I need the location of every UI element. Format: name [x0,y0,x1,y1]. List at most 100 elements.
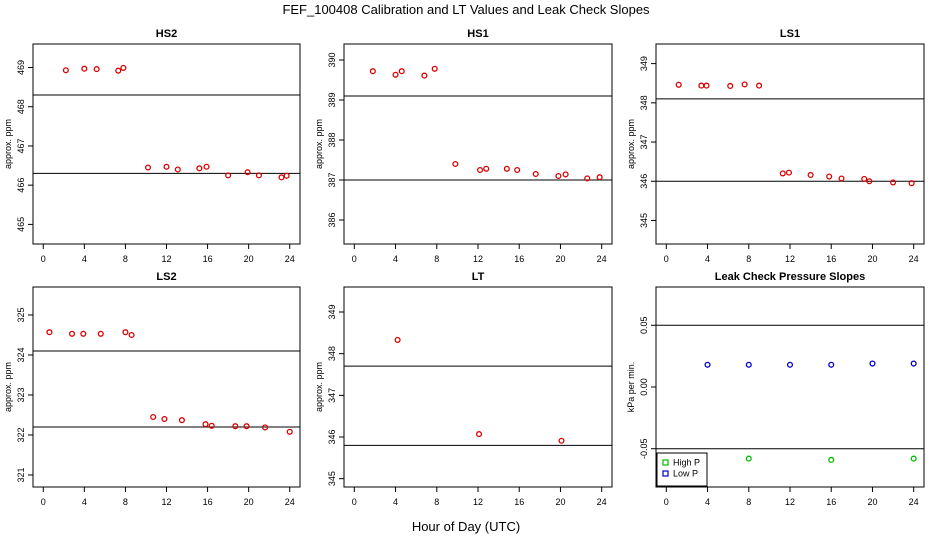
data-point [202,421,209,428]
data-point [475,431,483,438]
y-tick-label: 0.00 [639,378,649,396]
x-tick-label: 16 [826,497,836,507]
data-point [532,170,539,178]
data-point [225,172,232,179]
x-tick-label: 24 [909,254,919,264]
x-tick-label: 24 [597,497,607,507]
data-point [779,170,786,177]
data-point [93,66,100,73]
y-tick-label: 386 [327,212,337,227]
x-tick-label: 16 [203,497,213,507]
figure-xlabel: Hour of Day (UTC) [412,519,520,534]
data-point [128,331,135,339]
x-tick-label: 24 [285,497,295,507]
data-point [477,166,484,174]
y-axis-label: approx. ppm [3,119,13,169]
y-tick-label: 322 [16,427,26,442]
data-point [910,455,917,462]
y-tick-label: 325 [16,307,26,322]
legend-label: Low P [673,469,698,479]
x-tick-label: 12 [473,254,483,264]
y-tick-label: 323 [16,387,26,402]
data-point [908,180,915,187]
x-tick-label: 8 [123,254,128,264]
data-point [208,422,215,429]
x-tick-label: 20 [244,497,254,507]
data-point [232,423,239,430]
y-tick-label: 465 [16,217,26,232]
plot-frame [655,43,925,245]
data-point [144,164,152,171]
y-tick-label: 345 [639,213,649,228]
data-point [807,171,814,179]
x-tick-label: 16 [203,254,213,264]
x-tick-label: 12 [161,497,171,507]
x-tick-label: 8 [434,497,439,507]
data-point [120,64,127,71]
data-point [704,361,711,368]
data-point [80,330,87,337]
x-tick-label: 4 [82,254,87,264]
x-tick-label: 4 [393,254,398,264]
data-point [174,166,181,173]
legend-swatch [662,470,669,477]
x-tick-label: 4 [705,497,710,507]
x-tick-label: 20 [555,497,565,507]
data-point [727,82,734,90]
x-tick-label: 16 [826,254,836,264]
x-tick-label: 20 [867,497,877,507]
data-point [555,172,562,180]
y-tick-label: 345 [327,471,337,486]
x-tick-label: 24 [597,254,607,264]
data-point [68,330,76,337]
data-point [286,428,293,435]
data-point [698,82,705,89]
y-tick-label: 390 [327,52,337,67]
y-tick-label: 348 [327,346,337,361]
data-point [558,437,565,444]
data-point [503,165,510,172]
data-point [890,179,897,186]
data-point [421,72,428,79]
x-tick-label: 0 [41,254,46,264]
y-tick-label: 469 [16,60,26,75]
plot-frame [32,43,301,245]
y-tick-label: 346 [639,174,649,189]
y-tick-label: 467 [16,138,26,153]
x-tick-label: 0 [352,497,357,507]
data-point [828,456,835,463]
y-tick-label: 349 [639,56,649,71]
data-point [398,68,405,75]
data-point [483,165,490,172]
y-tick-label: 389 [327,92,337,107]
x-tick-label: 24 [909,497,919,507]
x-tick-label: 12 [161,254,171,264]
figure-title: FEF_100408 Calibration and LT Values and… [282,2,650,17]
y-tick-label: 348 [639,95,649,110]
data-point [675,81,682,88]
panel-title: HS1 [467,28,488,40]
chart-panel-3: LS1 approx. ppm 0 4 8 12 16 20 24 345 346 347 348 349 [626,28,925,264]
data-point [161,415,168,423]
y-tick-label: 321 [16,467,26,482]
data-point [244,169,251,176]
data-point [196,165,203,172]
data-point [369,68,376,75]
data-point [786,361,794,368]
data-point [584,175,591,182]
legend-box [656,452,708,487]
x-tick-label: 8 [746,497,751,507]
x-tick-label: 20 [244,254,254,264]
y-tick-label: 0.05 [639,317,649,335]
data-point [122,329,129,336]
y-tick-label: -0.05 [639,438,649,459]
data-point [861,175,868,182]
panel-title: LT [472,271,485,283]
x-tick-label: 0 [664,254,669,264]
x-tick-label: 12 [785,497,795,507]
x-tick-label: 4 [705,254,710,264]
y-tick-label: 349 [327,304,337,319]
data-point [514,166,521,174]
